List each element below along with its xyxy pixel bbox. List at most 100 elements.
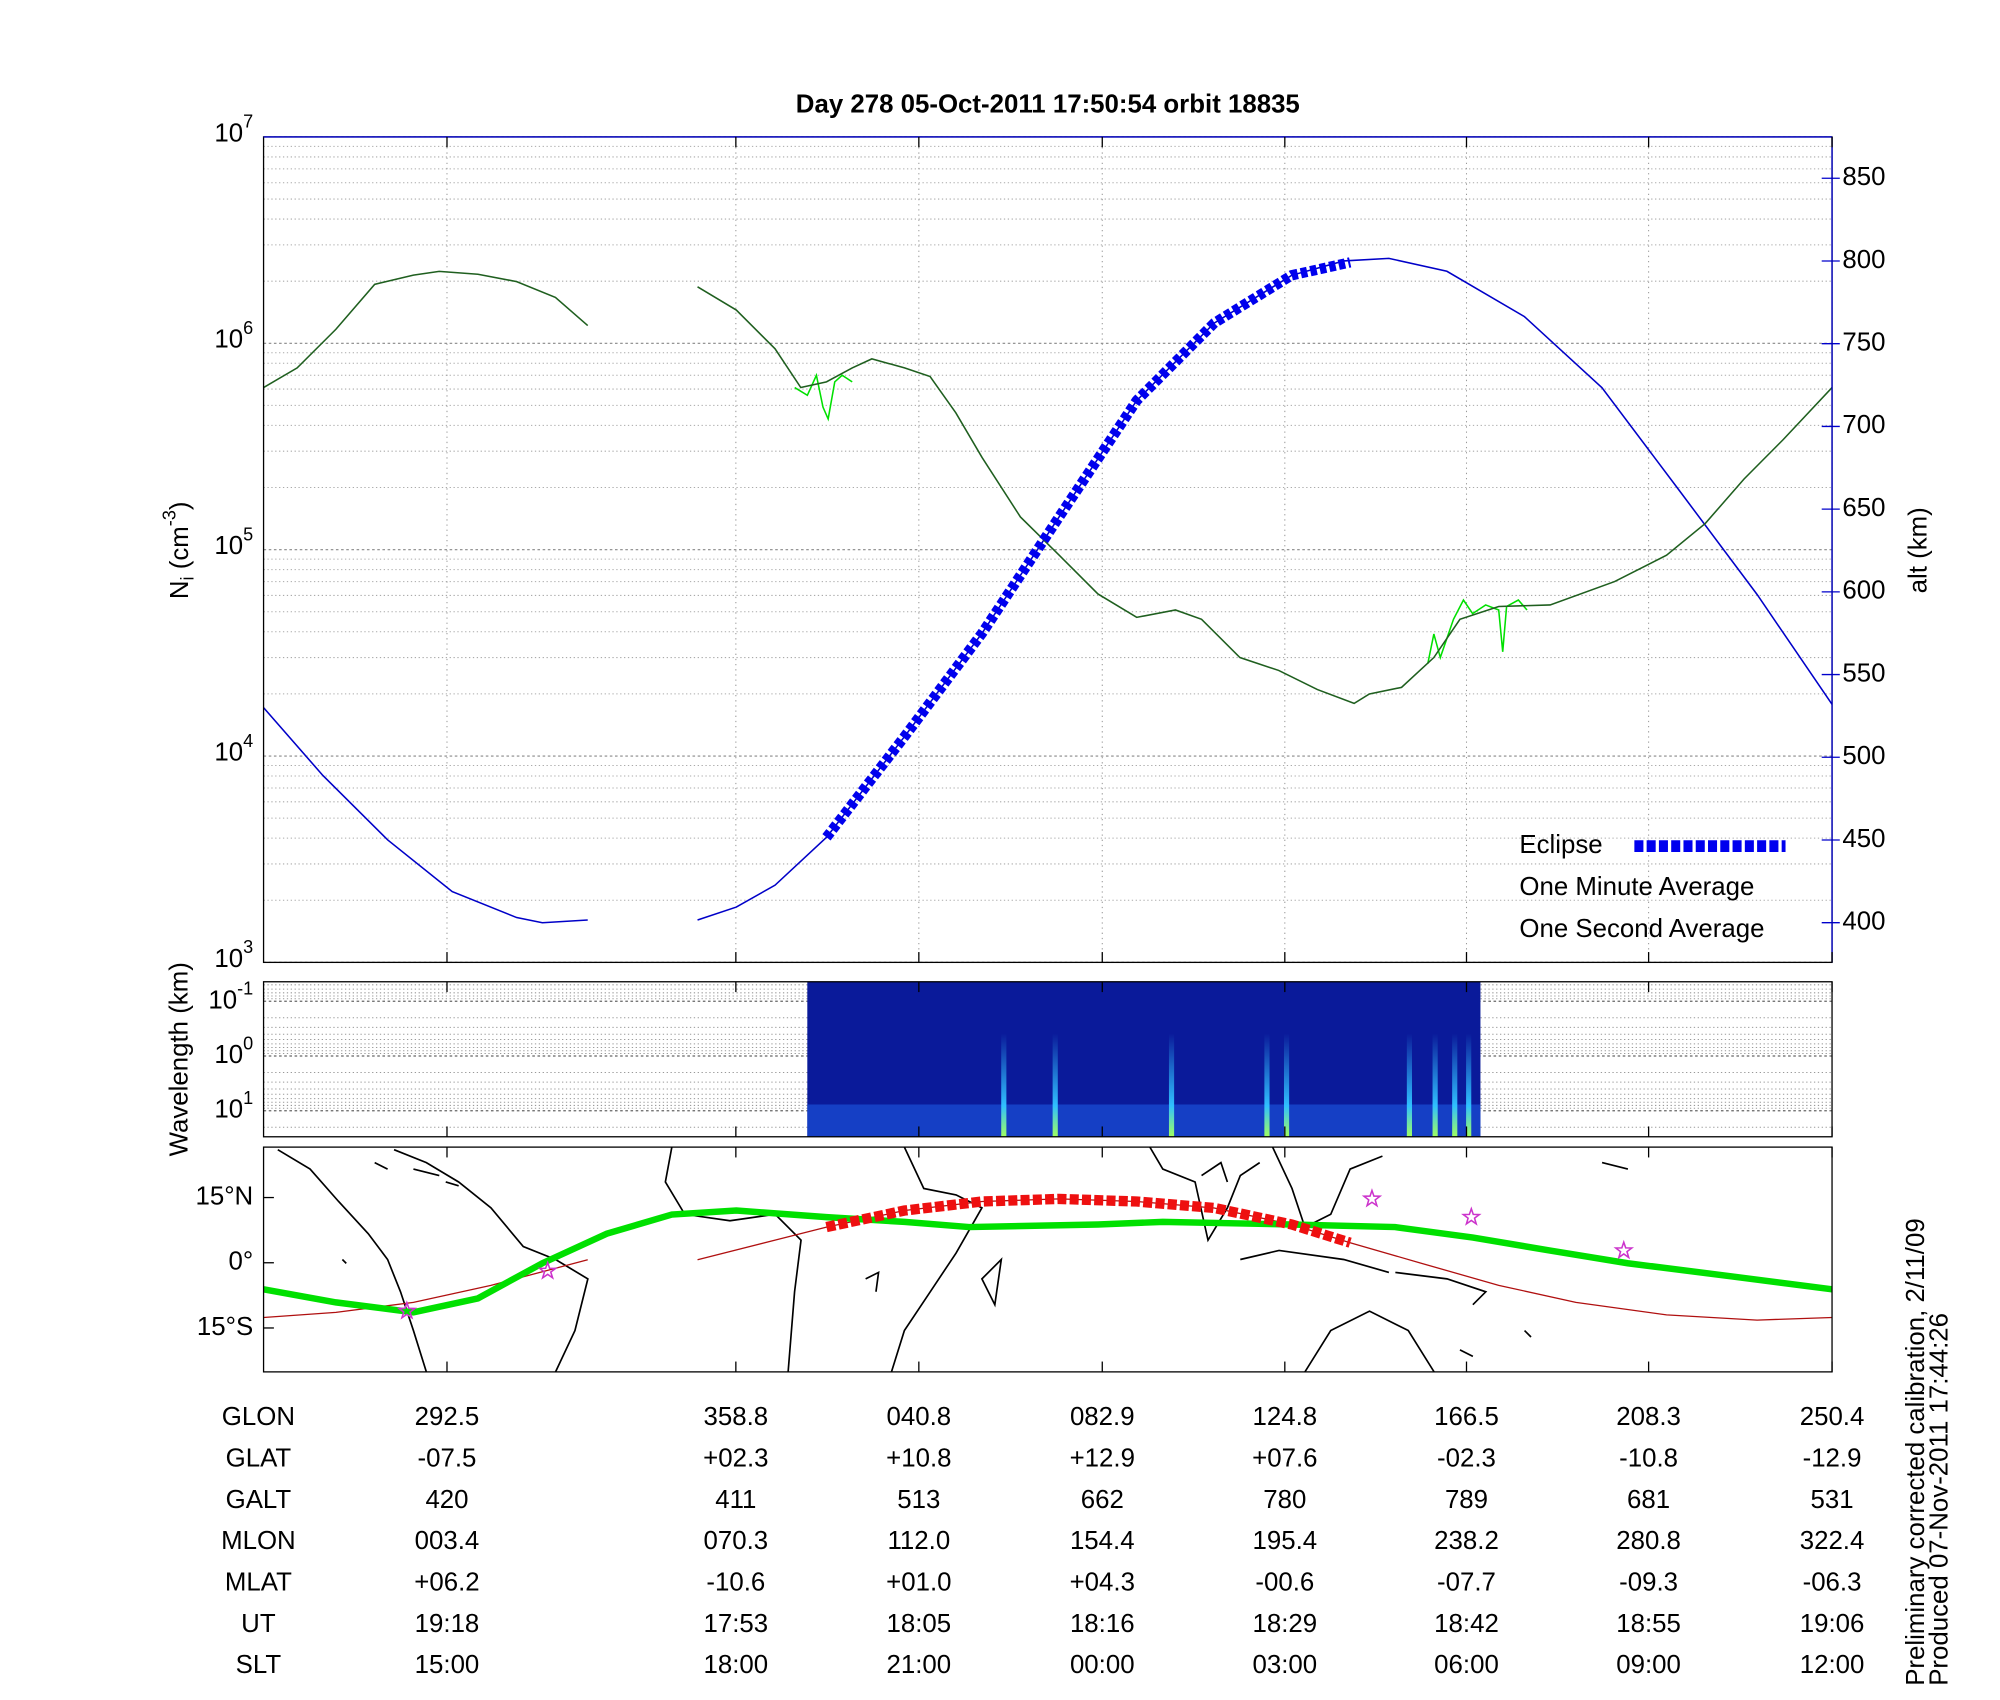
plot-frame xyxy=(262,1146,1833,1373)
cell: 03:00 xyxy=(1252,1651,1317,1679)
y2-tick-label: 400 xyxy=(1842,908,1885,936)
legend-label: Eclipse xyxy=(1519,831,1602,859)
row-label: SLT xyxy=(236,1651,282,1679)
cell: -00.6 xyxy=(1255,1569,1314,1597)
cell: 18:55 xyxy=(1616,1610,1681,1638)
tick-exp: 4 xyxy=(243,731,253,751)
cell: 09:00 xyxy=(1616,1651,1681,1679)
cell: 411 xyxy=(715,1486,756,1514)
spectrogram-floor xyxy=(807,1104,1481,1137)
cell: -06.3 xyxy=(1803,1569,1862,1597)
row-label: MLON xyxy=(221,1527,296,1555)
eclipse-track xyxy=(825,1193,1352,1248)
burst xyxy=(1264,1033,1270,1137)
y2-axis-label: alt (km) xyxy=(1905,507,1933,593)
cell: 358.8 xyxy=(704,1403,769,1431)
star-marker xyxy=(1361,1188,1383,1208)
y2-tick-label: 850 xyxy=(1842,163,1885,191)
y2-tick-label: 550 xyxy=(1842,659,1885,687)
cell: -07.5 xyxy=(418,1445,477,1473)
burst xyxy=(1052,1033,1058,1137)
cell: -12.9 xyxy=(1803,1445,1862,1473)
burst xyxy=(1466,1033,1472,1137)
label-sub: i xyxy=(177,576,197,580)
tick-base: 10 xyxy=(214,1041,243,1069)
cell: -10.8 xyxy=(1619,1445,1678,1473)
y2-tick-label: 700 xyxy=(1842,411,1885,439)
cell: 070.3 xyxy=(704,1527,769,1555)
cell: 112.0 xyxy=(887,1527,950,1555)
cell: +01.0 xyxy=(886,1569,951,1597)
cell: 040.8 xyxy=(887,1403,952,1431)
y-tick-label: 106 xyxy=(214,318,253,354)
cell: -09.3 xyxy=(1619,1569,1678,1597)
y-tick-label: 101 xyxy=(214,1088,253,1124)
cell: 00:00 xyxy=(1070,1651,1135,1679)
y-tick-label: 10-1 xyxy=(208,978,253,1014)
tick-exp: 5 xyxy=(243,524,253,544)
cell: 21:00 xyxy=(887,1651,952,1679)
cell: 15:00 xyxy=(415,1651,480,1679)
line xyxy=(263,270,1833,705)
cell: +02.3 xyxy=(703,1445,768,1473)
cell: -07.7 xyxy=(1437,1569,1496,1597)
burst xyxy=(1001,1033,1007,1137)
cell: 662 xyxy=(1081,1486,1124,1514)
tick-exp: -1 xyxy=(237,978,253,998)
cell: +12.9 xyxy=(1070,1445,1135,1473)
label-unit: (cm xyxy=(166,526,194,576)
cell: 250.4 xyxy=(1800,1403,1865,1431)
tick-base: 10 xyxy=(214,1096,243,1124)
legend-label: One Second Average xyxy=(1519,915,1764,943)
cell: 681 xyxy=(1627,1486,1670,1514)
burst xyxy=(1283,1033,1290,1137)
line xyxy=(794,372,1528,664)
y-tick-label: 107 xyxy=(214,112,253,148)
cell: 19:18 xyxy=(415,1610,480,1638)
label-base: N xyxy=(166,580,194,599)
cell: 19:06 xyxy=(1800,1610,1865,1638)
tick-base: 10 xyxy=(208,986,237,1014)
tick-base: 10 xyxy=(214,945,243,973)
row-label: UT xyxy=(241,1610,276,1638)
tick-base: 10 xyxy=(214,326,243,354)
tick-exp: 3 xyxy=(243,937,253,957)
cell: 003.4 xyxy=(415,1527,480,1555)
cell: 18:00 xyxy=(704,1651,769,1679)
burst xyxy=(1406,1033,1413,1137)
cell: 18:42 xyxy=(1434,1610,1499,1638)
plot-frame xyxy=(262,981,1833,1138)
footnote: Preliminary corrected calibration, 2/11/… xyxy=(1902,1218,1930,1685)
coastlines xyxy=(277,1147,1629,1372)
cell: 322.4 xyxy=(1800,1527,1865,1555)
cell: 292.5 xyxy=(415,1403,480,1431)
y-tick-label: 15°S xyxy=(197,1313,253,1341)
y-axis-label: Ni (cm-3) xyxy=(159,502,197,600)
cell: 18:05 xyxy=(887,1610,952,1638)
cell: 12:00 xyxy=(1800,1651,1865,1679)
cell: 789 xyxy=(1445,1486,1488,1514)
tick-exp: 0 xyxy=(243,1033,253,1053)
cell: -02.3 xyxy=(1437,1445,1496,1473)
y-tick-label: 105 xyxy=(214,524,253,560)
cell: 18:16 xyxy=(1070,1610,1135,1638)
burst xyxy=(1432,1033,1438,1137)
eclipse-line xyxy=(822,257,1352,841)
tick-exp: 7 xyxy=(243,112,253,132)
cell: +10.8 xyxy=(886,1445,951,1473)
cell: 082.9 xyxy=(1070,1403,1135,1431)
y2-tick-label: 800 xyxy=(1842,246,1885,274)
cell: 513 xyxy=(897,1486,940,1514)
cell: +07.6 xyxy=(1252,1445,1317,1473)
cell: 17:53 xyxy=(704,1610,769,1638)
y2-tick-label: 650 xyxy=(1842,494,1885,522)
cell: 531 xyxy=(1810,1486,1853,1514)
y-tick-label: 15°N xyxy=(196,1182,254,1210)
track xyxy=(262,1207,1833,1316)
star-marker xyxy=(1613,1239,1635,1260)
burst xyxy=(1452,1033,1458,1137)
row-label: GLON xyxy=(222,1403,295,1431)
chart-title: Day 278 05-Oct-2011 17:50:54 orbit 18835 xyxy=(796,91,1300,119)
row-label: GALT xyxy=(226,1486,292,1514)
cell: 154.4 xyxy=(1070,1527,1135,1555)
